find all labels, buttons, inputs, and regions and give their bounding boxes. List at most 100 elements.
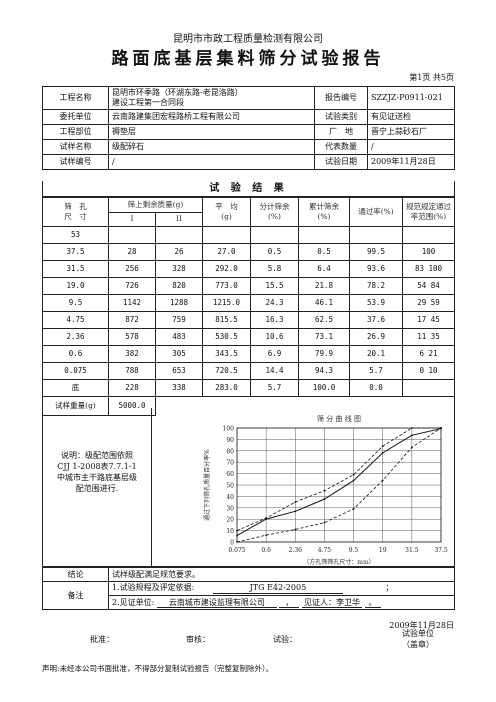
review-label: 审核： bbox=[186, 635, 210, 644]
sieve-cell: 20.1 bbox=[349, 345, 403, 363]
sample-weight-value: 5000.0 bbox=[108, 396, 156, 416]
sieve-cell: 83 100 bbox=[402, 260, 455, 278]
data-point bbox=[236, 529, 238, 532]
conclusion-text: 试样级配满足规范要求。 bbox=[108, 567, 455, 582]
header-cumulative: 累计筛余 (%) bbox=[298, 197, 350, 227]
sieve-cell: 78.2 bbox=[349, 277, 403, 295]
sieve-cell: 5.7 bbox=[349, 362, 403, 380]
seal-label: 试验单位 （盖章） bbox=[402, 629, 434, 649]
header-retained: 筛上剩余质量(g) bbox=[108, 197, 203, 213]
y-tick-label: 70 bbox=[226, 460, 234, 467]
info-row: 试样编号 / 试验日期 2009年11月28日 bbox=[42, 154, 455, 170]
sieve-curve-chart: 筛 分 曲 线 图 0 10 20 30 40 50 60 70 80 90 100 0.075 0.6 2… bbox=[203, 414, 448, 566]
y-tick-label: 40 bbox=[226, 494, 234, 501]
data-point bbox=[352, 473, 355, 476]
series-line-2 bbox=[236, 427, 442, 543]
sieve-cell: 0.0 bbox=[349, 379, 403, 397]
remark-1: 1.试验规程及评定依据: JTG E42-2005 ； bbox=[108, 581, 455, 596]
sieve-cell: 79.9 bbox=[298, 345, 350, 363]
info-row: 工程名称 昆明市环季路（环湖东路-老昆洛路） 建设工程第一合同段 报告编号 SZZJZ… bbox=[42, 86, 455, 110]
sieve-cell: 578 bbox=[108, 328, 156, 346]
x-tick-label: 37.5 bbox=[434, 547, 448, 554]
sieve-cell: 10.6 bbox=[250, 328, 299, 346]
info-value: 2009年11月28日 bbox=[367, 154, 455, 170]
data-point bbox=[381, 451, 384, 454]
header-r1: I bbox=[108, 211, 156, 227]
info-label: 代表数量 bbox=[314, 139, 368, 155]
info-value: 昆明市环季路（环湖东路-老昆洛路） 建设工程第一合同段 bbox=[108, 86, 315, 110]
info-value: SZZJZ-P0911-021 bbox=[367, 86, 455, 110]
series-line-3 bbox=[236, 427, 441, 531]
x-tick-label: 9.5 bbox=[349, 547, 359, 554]
sieve-cell: 759 bbox=[155, 311, 203, 329]
sieve-cell bbox=[349, 226, 403, 244]
sieve-cell: 0.5 bbox=[250, 243, 299, 261]
sieve-cell bbox=[402, 226, 455, 244]
header-average: 平 均 (g) bbox=[202, 197, 251, 227]
y-tick-label: 80 bbox=[226, 448, 234, 455]
approve-label: 批准： bbox=[90, 635, 114, 644]
data-point bbox=[294, 528, 297, 531]
info-row: 工程部位 褥垫层厂 地晋宁上蒜砂石厂 bbox=[42, 124, 455, 140]
sieve-cell: 15.5 bbox=[250, 277, 299, 295]
sieve-cell: 1142 bbox=[108, 294, 156, 312]
sieve-cell: 788 bbox=[108, 362, 156, 380]
sieve-cell: 100.0 bbox=[298, 379, 350, 397]
sieve-cell: 29 59 bbox=[402, 294, 455, 312]
sieve-cell: 343.5 bbox=[202, 345, 251, 363]
header-passing: 通过率(%) bbox=[349, 197, 403, 227]
sieve-row: 53 bbox=[42, 226, 455, 244]
x-tick-label: 19 bbox=[379, 547, 387, 554]
sieve-cell: 62.5 bbox=[298, 311, 350, 329]
sieve-cell: 14.4 bbox=[250, 362, 299, 380]
sieve-cell: 0 10 bbox=[402, 362, 455, 380]
info-label: 试样名称 bbox=[42, 139, 109, 155]
sieve-cell: 37.5 bbox=[42, 243, 109, 261]
sieve-cell: 17 45 bbox=[402, 311, 455, 329]
remark-2: 2.见证单位: 云南城市建设监理有限公司 ， 见证人：李卫华 。 bbox=[108, 595, 455, 610]
sieve-cell: 256 bbox=[108, 260, 156, 278]
bottom-table: 结论 试样级配满足规范要求。 备注 1.试验规程及评定依据: JTG E42-2… bbox=[42, 567, 455, 610]
sieve-cell: 328 bbox=[155, 260, 203, 278]
sieve-cell: 底 bbox=[42, 379, 109, 397]
sieve-cell: 6.4 bbox=[298, 260, 350, 278]
info-label: 试验日期 bbox=[314, 154, 368, 170]
data-point bbox=[410, 427, 413, 429]
sieve-cell: 305 bbox=[155, 345, 203, 363]
sieve-row: 37.5 28 26 27.0 0.5 0.5 99.5 100 bbox=[42, 243, 455, 261]
info-value: 级配碎石 bbox=[108, 139, 315, 155]
results-title: 试 验 结 果 bbox=[42, 181, 455, 197]
data-point bbox=[323, 498, 326, 501]
sieve-cell: 26.9 bbox=[349, 328, 403, 346]
y-tick-label: 50 bbox=[226, 483, 234, 490]
info-label: 委托单位 bbox=[42, 109, 109, 125]
sieve-cell bbox=[155, 226, 203, 244]
sieve-cell: 19.0 bbox=[42, 277, 109, 295]
sample-weight-label: 试样重量(g) bbox=[42, 396, 109, 416]
sieve-cell: 2.36 bbox=[42, 328, 109, 346]
sieve-row: 0.6 382 305 343.5 6.9 79.9 20.1 6 21 bbox=[42, 345, 455, 363]
header-r2: II bbox=[155, 211, 203, 227]
remarks-label: 备注 bbox=[42, 581, 109, 610]
sieve-cell: 6 21 bbox=[402, 345, 455, 363]
sieve-row: 9.5 1142 1288 1215.0 24.3 46.1 53.9 29 59 bbox=[42, 294, 455, 312]
y-tick-label: 10 bbox=[226, 528, 234, 535]
header-sieve: 筛 孔 尺 寸 bbox=[42, 197, 109, 227]
sieve-cell: 27.0 bbox=[202, 243, 251, 261]
sieve-cell: 0.6 bbox=[42, 345, 109, 363]
info-row: 试样名称 级配碎石 代表数量 / bbox=[42, 139, 455, 155]
y-tick-label: 0 bbox=[230, 540, 234, 547]
info-row: 委托单位 云南路建集团宏程路桥工程有限公司 试验类别 有见证送检 bbox=[42, 109, 455, 125]
sieve-cell: 530.5 bbox=[202, 328, 251, 346]
y-tick-label: 60 bbox=[226, 471, 234, 478]
sieve-cell: 1288 bbox=[155, 294, 203, 312]
company-name: 昆明市市政工程质量检测有限公司 bbox=[173, 34, 323, 45]
x-tick-label: 4.75 bbox=[318, 547, 332, 554]
info-value: 褥垫层 bbox=[108, 124, 315, 140]
sieve-row: 0.075 788 653 720.5 14.4 94.3 5.7 0 10 bbox=[42, 362, 455, 380]
data-point bbox=[323, 489, 326, 492]
sieve-cell: 720.5 bbox=[202, 362, 251, 380]
info-label: 试样编号 bbox=[42, 154, 109, 170]
footer-disclaimer: 声明:未经本公司书面批准，不得部分复制试验报告（完整复制除外）。 bbox=[42, 664, 274, 673]
x-tick-label: 0.6 bbox=[261, 547, 271, 554]
